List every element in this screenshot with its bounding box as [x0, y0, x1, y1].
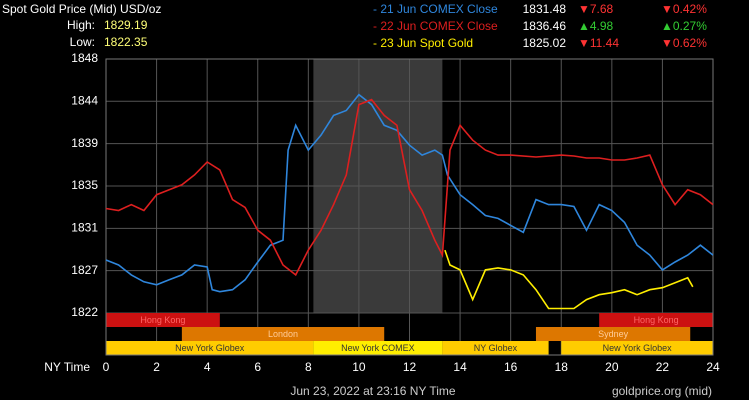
x-axis-label: NY Time: [44, 360, 90, 374]
low-label: Low:: [70, 35, 95, 49]
y-tick-label: 1839: [71, 136, 98, 150]
session-bar: [106, 313, 220, 327]
legend-change: ▼11.44: [578, 36, 619, 50]
y-tick-label: 1844: [71, 93, 98, 107]
legend-change-pct: ▼0.42%: [661, 2, 707, 16]
legend-price: 1836.46: [523, 19, 567, 33]
y-tick-label: 1835: [71, 178, 98, 192]
y-tick-label: 1822: [71, 305, 98, 319]
legend-change-pct: ▲0.27%: [661, 19, 707, 33]
legend-entry: - 23 Jun Spot Gold: [373, 36, 473, 50]
session-label: New York COMEX: [341, 343, 415, 353]
session-bar: [313, 341, 443, 355]
legend-price: 1825.02: [523, 36, 567, 50]
session-bar: [561, 341, 713, 355]
x-tick-label: 14: [453, 360, 467, 374]
session-bar: [106, 341, 314, 355]
x-tick-label: 18: [555, 360, 569, 374]
session-label: NY Globex: [474, 343, 518, 353]
x-tick-label: 22: [656, 360, 670, 374]
x-tick-label: 12: [403, 360, 417, 374]
session-label: New York Globex: [603, 343, 673, 353]
legend-entry: - 21 Jun COMEX Close: [373, 2, 498, 16]
session-label: Hong Kong: [634, 315, 679, 325]
session-label: Sydney: [598, 329, 629, 339]
source: goldprice.org (mid): [612, 384, 712, 398]
x-tick-label: 8: [305, 360, 312, 374]
y-tick-label: 1848: [71, 51, 98, 65]
price-line: [105, 93, 714, 293]
x-tick-label: 16: [504, 360, 518, 374]
x-tick-label: 4: [204, 360, 211, 374]
legend-change: ▲4.98: [578, 19, 614, 33]
high-label: High:: [67, 18, 95, 32]
x-tick-label: 6: [254, 360, 261, 374]
session-bar: [181, 327, 385, 341]
legend-entry: - 22 Jun COMEX Close: [373, 19, 498, 33]
session-label: London: [268, 329, 298, 339]
x-tick-label: 0: [103, 360, 110, 374]
session-bar: [442, 341, 549, 355]
plot-border: [105, 58, 714, 356]
y-tick-label: 1827: [71, 263, 98, 277]
price-line: [444, 249, 694, 310]
session-bar: [599, 313, 713, 327]
price-line: [105, 98, 714, 277]
footer: Jun 23, 2022 at 23:16 NY Time: [290, 384, 456, 398]
legend-change: ▼7.68: [578, 2, 614, 16]
session-label: New York Globex: [175, 343, 245, 353]
legend-change-pct: ▼0.62%: [661, 36, 707, 50]
session-bar: [535, 327, 691, 341]
session-label: Hong Kong: [140, 315, 185, 325]
x-tick-label: 10: [352, 360, 366, 374]
x-tick-label: 24: [706, 360, 720, 374]
high-value: 1829.19: [104, 18, 148, 32]
legend-price: 1831.48: [523, 2, 567, 16]
low-value: 1822.35: [104, 35, 148, 49]
y-tick-label: 1831: [71, 221, 98, 235]
x-tick-label: 20: [605, 360, 619, 374]
x-tick-label: 2: [153, 360, 160, 374]
chart-title: Spot Gold Price (Mid) USD/oz: [2, 2, 161, 16]
